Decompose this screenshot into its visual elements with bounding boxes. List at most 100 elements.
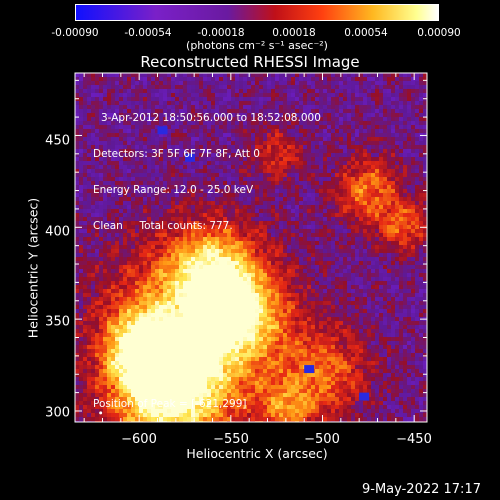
heatmap-cell [199, 125, 203, 129]
heatmap-cell [79, 357, 83, 361]
heatmap-cell [267, 161, 271, 165]
heatmap-cell [271, 153, 275, 157]
heatmap-cell [147, 153, 151, 157]
heatmap-cell [131, 369, 135, 373]
heatmap-cell [239, 349, 243, 353]
heatmap-cell [223, 125, 227, 129]
heatmap-cell [275, 113, 279, 117]
heatmap-cell [275, 257, 279, 261]
heatmap-cell [103, 101, 107, 105]
heatmap-cell [291, 261, 295, 265]
heatmap-cell [183, 365, 187, 369]
heatmap-cell [87, 85, 91, 89]
heatmap-cell [191, 125, 195, 129]
heatmap-cell [251, 117, 255, 121]
heatmap-cell [175, 153, 179, 157]
heatmap-cell [171, 165, 175, 169]
heatmap-cell [175, 257, 179, 261]
heatmap-cell [207, 245, 211, 249]
heatmap-cell [235, 165, 239, 169]
heatmap-cell [291, 113, 295, 117]
heatmap-cell [83, 301, 87, 305]
heatmap-cell [83, 261, 87, 265]
heatmap-cell [111, 289, 115, 293]
heatmap-cell [115, 309, 119, 313]
heatmap-cell [127, 161, 131, 165]
heatmap-cell [95, 329, 99, 333]
heatmap-cell [91, 77, 95, 81]
colorbar [75, 4, 439, 21]
heatmap-cell [103, 257, 107, 261]
heatmap-cell [171, 77, 175, 81]
heatmap-cell [99, 257, 103, 261]
heatmap-cell [195, 309, 199, 313]
heatmap-cell [167, 393, 171, 397]
heatmap-cell [155, 249, 159, 253]
heatmap-cell [163, 389, 167, 393]
heatmap-cell [103, 413, 107, 417]
heatmap-cell [155, 165, 159, 169]
heatmap-cell [191, 385, 195, 389]
heatmap-cell [179, 281, 183, 285]
heatmap-cell [195, 117, 199, 121]
heatmap-cell [279, 301, 283, 305]
heatmap-cell [119, 133, 123, 137]
heatmap-cell [215, 73, 219, 77]
heatmap-cell [295, 297, 299, 301]
heatmap-cell [295, 353, 299, 357]
heatmap-cell [203, 389, 207, 393]
heatmap-cell [103, 385, 107, 389]
heatmap-cell [195, 333, 199, 337]
heatmap-cell [243, 157, 247, 161]
heatmap-cell [243, 285, 247, 289]
heatmap-cell [147, 173, 151, 177]
heatmap-cell [275, 117, 279, 121]
heatmap-cell [87, 277, 91, 281]
heatmap-cell [95, 297, 99, 301]
heatmap-cell [151, 101, 155, 105]
heatmap-cell [195, 105, 199, 109]
heatmap-cell [79, 185, 83, 189]
heatmap-cell [143, 109, 147, 113]
heatmap-cell [235, 109, 239, 113]
heatmap-cell [199, 161, 203, 165]
heatmap-cell [83, 253, 87, 257]
heatmap-cell [131, 389, 135, 393]
heatmap-cell [195, 413, 199, 417]
heatmap-cell [271, 281, 275, 285]
heatmap-cell [279, 329, 283, 333]
heatmap-cell [75, 269, 79, 273]
heatmap-cell [131, 277, 135, 281]
heatmap-cell [123, 169, 127, 173]
heatmap-cell [267, 365, 271, 369]
heatmap-cell [287, 221, 291, 225]
heatmap-cell [267, 265, 271, 269]
heatmap-cell [227, 213, 231, 217]
heatmap-cell [183, 397, 187, 401]
heatmap-cell [135, 213, 139, 217]
heatmap-cell [91, 225, 95, 229]
heatmap-cell [199, 209, 203, 213]
heatmap-cell [207, 77, 211, 81]
heatmap-cell [187, 225, 191, 229]
heatmap-cell [127, 197, 131, 201]
heatmap-cell [203, 301, 207, 305]
heatmap-cell [163, 121, 167, 125]
heatmap-cell [91, 109, 95, 113]
heatmap-cell [243, 281, 247, 285]
heatmap-cell [231, 261, 235, 265]
heatmap-cell [247, 393, 251, 397]
heatmap-cell [75, 277, 79, 281]
heatmap-cell [259, 213, 263, 217]
heatmap-cell [263, 129, 267, 133]
heatmap-cell [255, 261, 259, 265]
heatmap-cell [87, 73, 91, 77]
heatmap-cell [255, 413, 259, 417]
heatmap-cell [227, 273, 231, 277]
heatmap-cell [279, 221, 283, 225]
heatmap-cell [127, 281, 131, 285]
heatmap-cell [279, 149, 283, 153]
heatmap-cell [215, 417, 219, 421]
heatmap-cell [115, 101, 119, 105]
heatmap-cell [235, 381, 239, 385]
